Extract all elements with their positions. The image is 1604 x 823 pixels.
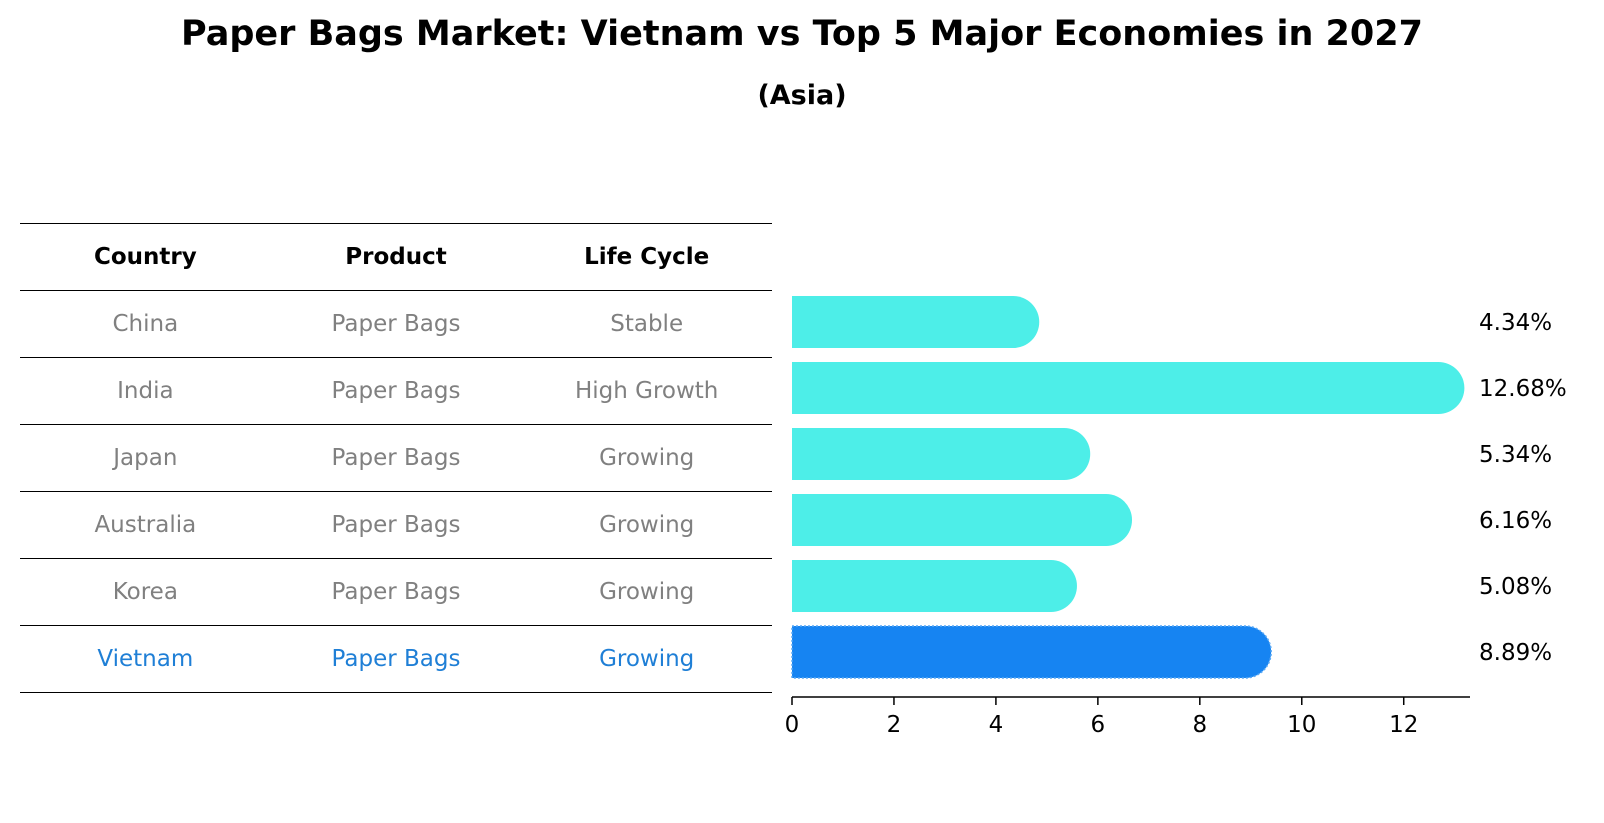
table-header-row: Country Product Life Cycle [20, 223, 772, 290]
cell-product: Paper Bags [331, 646, 461, 672]
table-row: Australia Paper Bags Growing [20, 491, 772, 558]
bar-value-label: 8.89% [1479, 640, 1552, 666]
chart-title: Paper Bags Market: Vietnam vs Top 5 Majo… [181, 14, 1423, 54]
x-tick-label: 8 [1192, 712, 1207, 738]
cell-country: China [112, 311, 179, 337]
cell-life-cycle: High Growth [574, 378, 719, 404]
x-tick-label: 2 [887, 712, 902, 738]
cell-life-cycle: Growing [599, 579, 695, 605]
cell-product: Paper Bags [331, 579, 461, 605]
cell-country: Australia [94, 512, 197, 538]
cell-life-cycle: Growing [599, 445, 695, 471]
cell-product: Paper Bags [331, 512, 461, 538]
header-product: Product [345, 244, 447, 270]
cell-life-cycle: Growing [599, 512, 695, 538]
bar-highlight-outline [791, 625, 1272, 679]
cell-country: Korea [112, 579, 178, 605]
bar-value-label: 5.08% [1479, 574, 1552, 600]
table-row: Korea Paper Bags Growing [20, 558, 772, 625]
bar-value-label: 6.16% [1479, 508, 1552, 534]
table-row: China Paper Bags Stable [20, 290, 772, 357]
bar-australia [792, 494, 1133, 546]
table-row: India Paper Bags High Growth [20, 357, 772, 424]
bar-vietnam [792, 626, 1272, 678]
header-country: Country [93, 244, 197, 270]
x-tick-label: 10 [1287, 712, 1316, 738]
bar-korea [792, 560, 1077, 612]
cell-life-cycle: Stable [610, 311, 684, 337]
cell-product: Paper Bags [331, 311, 461, 337]
cell-country: India [117, 378, 174, 404]
cell-product: Paper Bags [331, 378, 461, 404]
bar-value-label: 5.34% [1479, 442, 1552, 468]
x-tick-label: 6 [1091, 712, 1106, 738]
cell-country: Japan [113, 445, 178, 471]
x-tick-label: 0 [785, 712, 800, 738]
bar-japan [792, 428, 1091, 480]
bar-value-label: 12.68% [1479, 376, 1567, 402]
bar-india [792, 362, 1465, 414]
header-life-cycle: Life Cycle [584, 244, 710, 270]
table-row-highlighted: Vietnam Paper Bags Growing [20, 625, 772, 693]
table-row: Japan Paper Bags Growing [20, 424, 772, 491]
bar-value-label: 4.34% [1479, 310, 1552, 336]
cell-country: Vietnam [97, 646, 194, 672]
bar-china [792, 296, 1040, 348]
cell-product: Paper Bags [331, 445, 461, 471]
x-tick-label: 4 [989, 712, 1004, 738]
cell-life-cycle: Growing [599, 646, 695, 672]
chart-subtitle: (Asia) [757, 80, 847, 111]
x-tick-label: 12 [1389, 712, 1418, 738]
country-table: Country Product Life Cycle China Paper B… [20, 223, 772, 693]
